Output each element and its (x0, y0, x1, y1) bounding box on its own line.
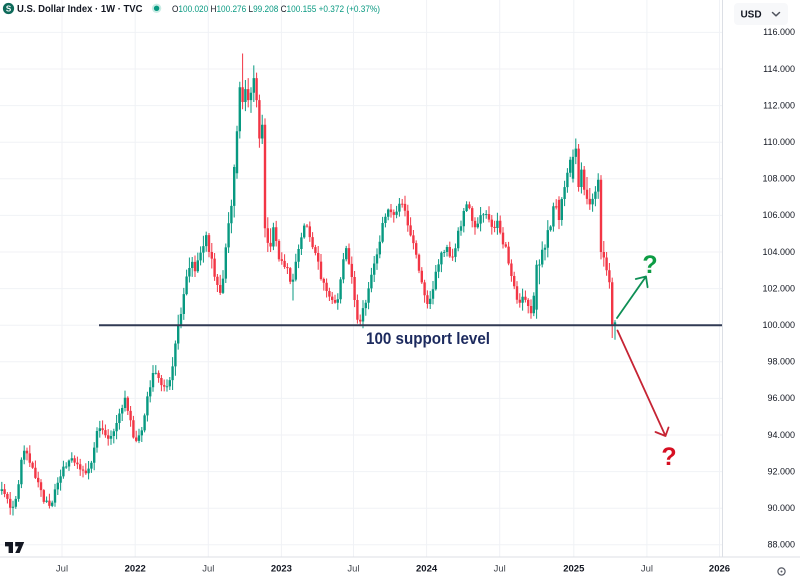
svg-text:94.000: 94.000 (767, 430, 795, 440)
svg-text:Jul: Jul (641, 564, 653, 575)
svg-text:100 support level: 100 support level (366, 330, 490, 348)
svg-text:108.000: 108.000 (762, 174, 795, 184)
svg-text:?: ? (642, 251, 657, 279)
svg-text:102.000: 102.000 (762, 283, 795, 293)
svg-text:96.000: 96.000 (767, 393, 795, 403)
svg-text:88.000: 88.000 (767, 540, 795, 550)
svg-text:90.000: 90.000 (767, 503, 795, 513)
svg-text:2022: 2022 (125, 564, 146, 575)
svg-text:106.000: 106.000 (762, 210, 795, 220)
svg-text:92.000: 92.000 (767, 466, 795, 476)
svg-text:2024: 2024 (416, 564, 438, 575)
svg-text:?: ? (661, 443, 676, 471)
svg-text:100.000: 100.000 (762, 320, 795, 330)
svg-text:98.000: 98.000 (767, 357, 795, 367)
svg-text:110.000: 110.000 (763, 137, 795, 147)
svg-text:Jul: Jul (347, 564, 359, 575)
svg-text:2023: 2023 (271, 564, 292, 575)
svg-text:Jul: Jul (494, 564, 506, 575)
svg-text:104.000: 104.000 (762, 247, 795, 257)
svg-text:116.000: 116.000 (763, 27, 795, 37)
svg-text:S: S (6, 4, 12, 13)
svg-text:U.S. Dollar Index · 1W · TVC: U.S. Dollar Index · 1W · TVC (17, 3, 143, 15)
svg-text:O100.020 H100.276 L99.208 C100: O100.020 H100.276 L99.208 C100.155 +0.37… (172, 4, 380, 14)
svg-text:2025: 2025 (563, 564, 585, 575)
svg-text:Jul: Jul (202, 564, 214, 575)
svg-text:112.000: 112.000 (763, 100, 795, 110)
svg-text:2026: 2026 (709, 564, 730, 575)
svg-text:Jul: Jul (56, 564, 68, 575)
svg-text:114.000: 114.000 (763, 64, 795, 74)
svg-text:USD: USD (740, 10, 761, 21)
